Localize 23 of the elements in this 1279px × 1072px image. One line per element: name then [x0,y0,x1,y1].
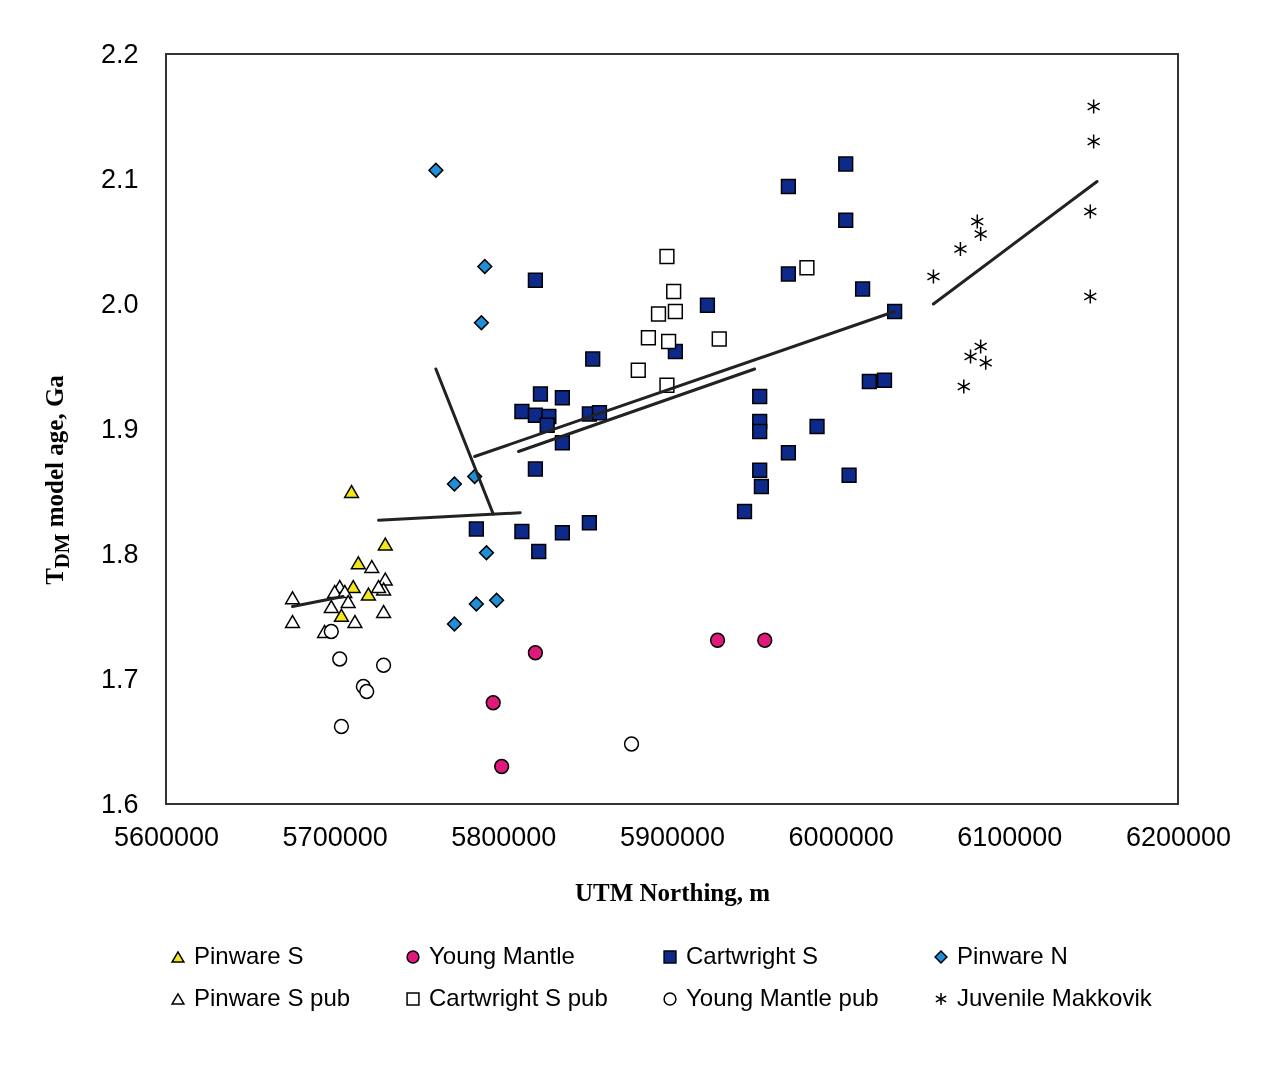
legend-label: Young Mantle pub [686,984,879,1011]
y-tick-label: 1.6 [100,788,139,819]
x-tick-label: 5900000 [619,821,726,852]
y-tick-label: 1.8 [100,538,139,569]
legend-label: Pinware N [957,942,1068,969]
y-tick-label: 2.2 [100,38,139,69]
x-tick-label: 6200000 [1125,821,1232,852]
x-tick-label: 5600000 [113,821,220,852]
legend-label: Young Mantle [429,942,575,969]
legend-label: Cartwright S [686,942,819,969]
x-tick-label: 5700000 [282,821,388,852]
y-tick-label: 2.0 [100,288,139,319]
y-tick-label: 1.7 [100,663,139,694]
y-tick-label: 2.1 [100,163,139,194]
legend-label: Juvenile Makkovik [957,984,1153,1011]
x-axis-title: UTM Northing, m [574,878,771,906]
legend-label: Cartwright S pub [429,984,608,1011]
x-tick-label: 6000000 [788,821,894,852]
legend-label: Pinware S pub [194,984,351,1011]
legend-label: Pinware S [194,942,304,969]
x-tick-label: 6100000 [957,821,1063,852]
x-tick-label: 5800000 [451,821,557,852]
y-tick-label: 1.9 [100,413,139,444]
